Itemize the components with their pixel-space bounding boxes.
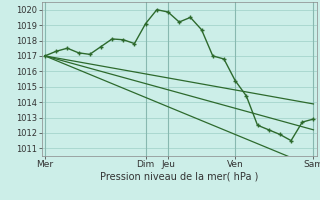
X-axis label: Pression niveau de la mer( hPa ): Pression niveau de la mer( hPa )	[100, 172, 258, 182]
